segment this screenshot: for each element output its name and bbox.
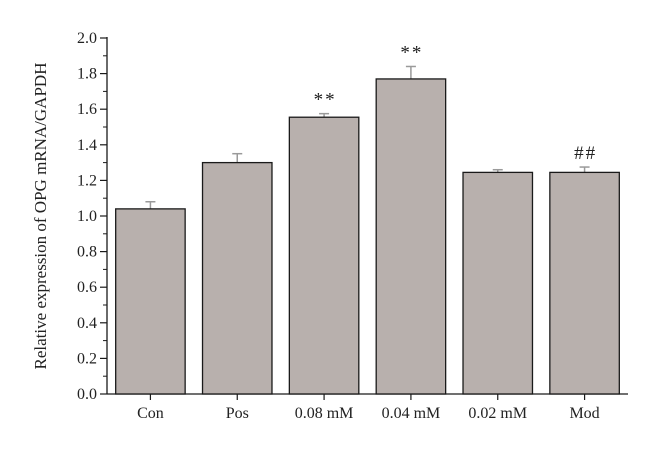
- x-tick-label: Con: [137, 405, 164, 422]
- x-tick-label: Mod: [569, 405, 599, 422]
- significance-label: ##: [574, 143, 597, 164]
- bar: [288, 116, 360, 395]
- x-tick-label: 0.04 mM: [382, 405, 441, 422]
- bar: [549, 171, 620, 395]
- x-tick-label: Pos: [226, 405, 249, 422]
- bar: [375, 78, 447, 395]
- y-tick-label: 1.2: [77, 172, 97, 189]
- y-tick-label: 2.0: [77, 30, 97, 47]
- x-tick-label: 0.08 mM: [295, 405, 354, 422]
- bar: [462, 171, 534, 395]
- y-tick-label: 1.0: [77, 208, 97, 225]
- y-tick-label: 1.8: [77, 66, 97, 83]
- bars: ** ** ##: [115, 42, 620, 395]
- y-tick-label: 0.8: [77, 244, 97, 261]
- y-tick-label: 1.6: [77, 101, 97, 118]
- significance-label: **: [400, 42, 423, 63]
- y-axis-title: Relative expression of OPG mRNA/GAPDH: [31, 63, 50, 370]
- y-tick-label: 0.6: [77, 279, 97, 296]
- bar: [115, 208, 186, 395]
- y-tick-label: 0.0: [77, 386, 97, 403]
- y-tick-label: 0.2: [77, 350, 97, 367]
- y-tick-label: 1.4: [77, 137, 97, 154]
- significance-label: **: [314, 90, 337, 111]
- x-axis: Con Pos 0.08 mM 0.04 mM 0.02 mM Mod: [107, 393, 628, 422]
- y-tick-label: 0.4: [77, 315, 97, 332]
- x-tick-label: 0.02 mM: [468, 405, 527, 422]
- bar: [201, 161, 273, 395]
- y-axis: 0.0 0.2 0.4 0.6 0.8 1.0 1.2 1.4 1.6 1.8 2.0: [77, 30, 108, 403]
